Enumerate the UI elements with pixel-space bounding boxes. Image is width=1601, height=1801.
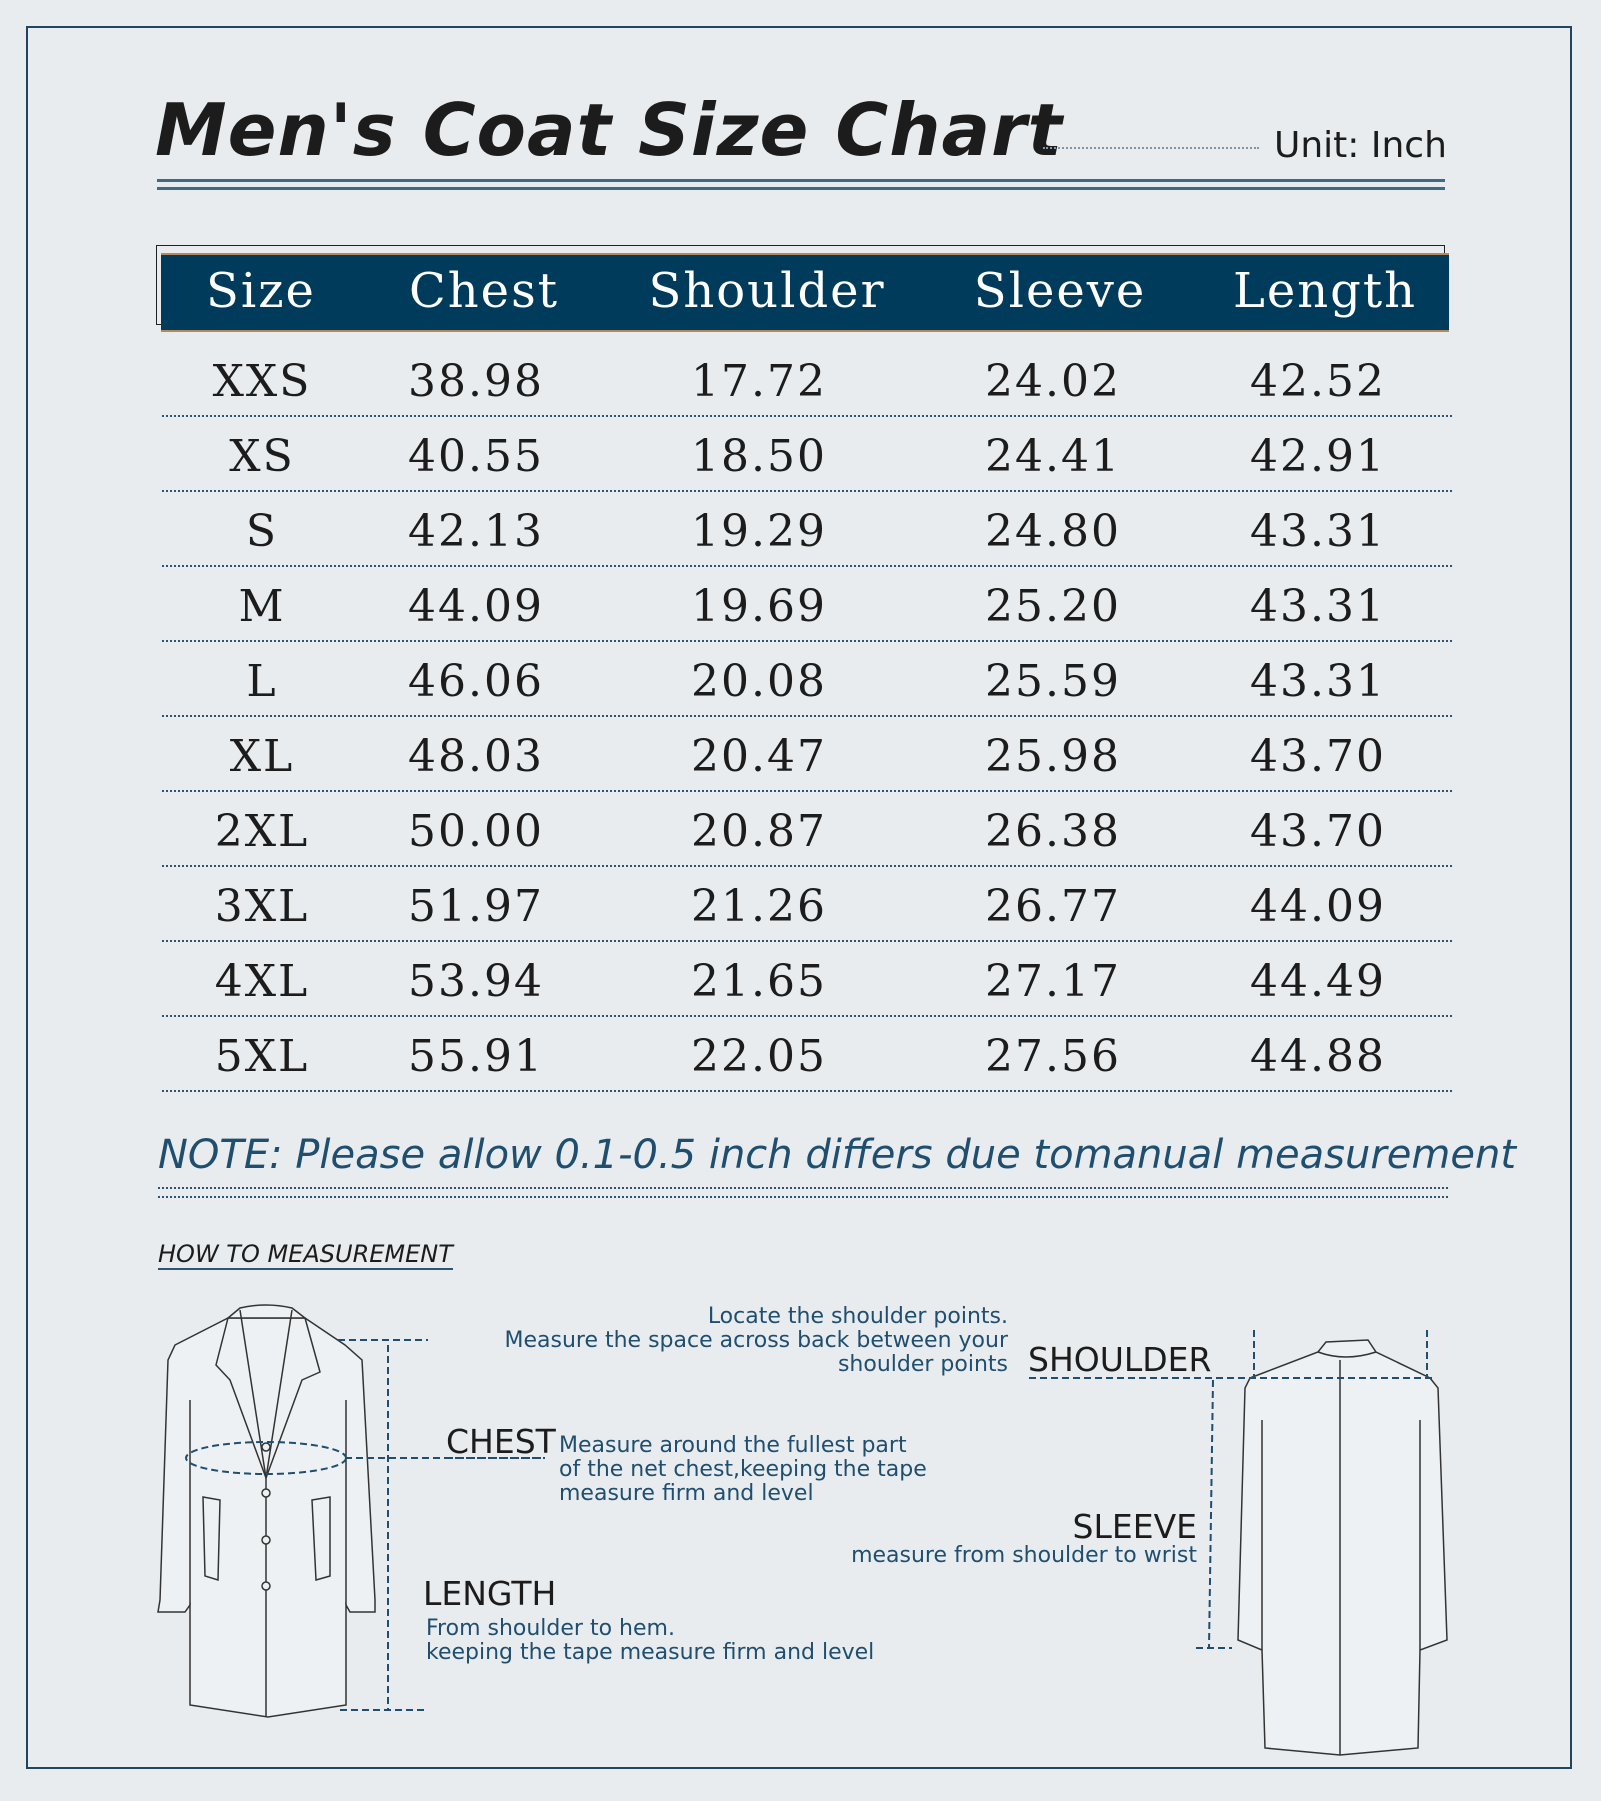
back-measure-guides xyxy=(446,1330,1432,1649)
cell-size: L xyxy=(246,656,278,707)
text-line: shoulder points xyxy=(837,1352,1008,1377)
text-line: measure firm and level xyxy=(559,1481,814,1506)
sleeve-label: SLEEVE xyxy=(1072,1507,1197,1546)
cell-chest: 53.94 xyxy=(408,956,544,1007)
cell-length: 43.31 xyxy=(1250,581,1386,632)
cell-chest: 50.00 xyxy=(408,806,544,857)
shoulder-description: Locate the shoulder points. Measure the … xyxy=(504,1305,1008,1377)
cell-chest: 46.06 xyxy=(408,656,544,707)
back-coat-illustration xyxy=(1237,1339,1448,1756)
cell-length: 44.88 xyxy=(1250,1031,1386,1082)
cell-sleeve: 24.80 xyxy=(985,506,1121,557)
table-row: 2XL 50.00 20.87 26.38 43.70 xyxy=(162,792,1452,867)
header-shoulder: Shoulder xyxy=(648,263,886,319)
cell-chest: 42.13 xyxy=(408,506,544,557)
cell-sleeve: 24.02 xyxy=(985,356,1121,407)
chest-label: CHEST xyxy=(446,1422,556,1461)
cell-shoulder: 20.47 xyxy=(691,731,827,782)
how-to-heading: HOW TO MEASUREMENT xyxy=(158,1240,453,1270)
sleeve-description: measure from shoulder to wrist xyxy=(851,1544,1197,1568)
cell-shoulder: 20.08 xyxy=(691,656,827,707)
cell-shoulder: 19.29 xyxy=(691,506,827,557)
cell-size: XL xyxy=(229,731,295,782)
table-header: Size Chest Shoulder Sleeve Length xyxy=(161,253,1449,332)
table-row: XS 40.55 18.50 24.41 42.91 xyxy=(162,417,1452,492)
title-rule-top xyxy=(157,179,1445,182)
cell-chest: 38.98 xyxy=(408,356,544,407)
length-label: LENGTH xyxy=(423,1574,557,1613)
cell-length: 44.09 xyxy=(1250,881,1386,932)
cell-length: 42.91 xyxy=(1250,431,1386,482)
cell-shoulder: 18.50 xyxy=(691,431,827,482)
cell-shoulder: 19.69 xyxy=(691,581,827,632)
cell-size: 2XL xyxy=(214,806,310,857)
cell-length: 44.49 xyxy=(1250,956,1386,1007)
header-sleeve: Sleeve xyxy=(973,263,1147,319)
cell-size: S xyxy=(245,506,279,557)
cell-length: 43.31 xyxy=(1250,656,1386,707)
text-line: keeping the tape measure firm and level xyxy=(426,1640,875,1665)
front-coat-illustration xyxy=(157,1304,376,1718)
header-length: Length xyxy=(1232,263,1418,319)
cell-chest: 51.97 xyxy=(408,881,544,932)
table-row: M 44.09 19.69 25.20 43.31 xyxy=(162,567,1452,642)
measurement-note: NOTE: Please allow 0.1-0.5 inch differs … xyxy=(158,1132,1517,1178)
cell-sleeve: 25.59 xyxy=(985,656,1121,707)
shoulder-label: SHOULDER xyxy=(1028,1340,1212,1379)
cell-sleeve: 26.77 xyxy=(985,881,1121,932)
unit-divider xyxy=(1043,147,1259,149)
unit-label: Unit: Inch xyxy=(1274,125,1447,166)
cell-size: 5XL xyxy=(214,1031,310,1082)
title-rule-bottom xyxy=(157,187,1445,190)
cell-size: 4XL xyxy=(214,956,310,1007)
header-size: Size xyxy=(206,263,316,319)
header-chest: Chest xyxy=(409,263,559,319)
table-row: XXS 38.98 17.72 24.02 42.52 xyxy=(162,342,1452,417)
text-line: of the net chest,keeping the tape xyxy=(559,1457,927,1482)
cell-sleeve: 26.38 xyxy=(985,806,1121,857)
cell-length: 42.52 xyxy=(1250,356,1386,407)
cell-shoulder: 22.05 xyxy=(691,1031,827,1082)
chest-description: Measure around the fullest part of the n… xyxy=(559,1434,927,1506)
cell-size: XXS xyxy=(212,356,312,407)
cell-size: XS xyxy=(229,431,295,482)
cell-chest: 55.91 xyxy=(408,1031,544,1082)
page-frame xyxy=(26,26,1572,1769)
cell-shoulder: 20.87 xyxy=(691,806,827,857)
table-row: XL 48.03 20.47 25.98 43.70 xyxy=(162,717,1452,792)
table-row: L 46.06 20.08 25.59 43.31 xyxy=(162,642,1452,717)
text-line: Measure the space across back between yo… xyxy=(504,1328,1008,1353)
text-line: Locate the shoulder points. xyxy=(707,1304,1008,1329)
table-row: 5XL 55.91 22.05 27.56 44.88 xyxy=(162,1017,1452,1092)
cell-sleeve: 27.56 xyxy=(985,1031,1121,1082)
table-row: 3XL 51.97 21.26 26.77 44.09 xyxy=(162,867,1452,942)
cell-shoulder: 21.26 xyxy=(691,881,827,932)
cell-length: 43.70 xyxy=(1250,806,1386,857)
note-divider-top xyxy=(158,1187,1448,1189)
page-title: Men's Coat Size Chart xyxy=(155,88,1064,172)
length-description: From shoulder to hem. keeping the tape m… xyxy=(426,1617,874,1665)
cell-sleeve: 27.17 xyxy=(985,956,1121,1007)
cell-length: 43.31 xyxy=(1250,506,1386,557)
cell-shoulder: 17.72 xyxy=(691,356,827,407)
front-measure-guides xyxy=(185,1339,545,1711)
table-row: S 42.13 19.29 24.80 43.31 xyxy=(162,492,1452,567)
cell-chest: 44.09 xyxy=(408,581,544,632)
text-line: measure from shoulder to wrist xyxy=(851,1543,1197,1568)
cell-size: M xyxy=(238,581,286,632)
cell-sleeve: 25.98 xyxy=(985,731,1121,782)
table-row: 4XL 53.94 21.65 27.17 44.49 xyxy=(162,942,1452,1017)
cell-sleeve: 24.41 xyxy=(985,431,1121,482)
note-divider-bottom xyxy=(158,1196,1448,1198)
cell-chest: 48.03 xyxy=(408,731,544,782)
cell-size: 3XL xyxy=(214,881,310,932)
cell-chest: 40.55 xyxy=(408,431,544,482)
cell-length: 43.70 xyxy=(1250,731,1386,782)
text-line: Measure around the fullest part xyxy=(559,1433,907,1458)
cell-sleeve: 25.20 xyxy=(985,581,1121,632)
text-line: From shoulder to hem. xyxy=(426,1616,675,1641)
cell-shoulder: 21.65 xyxy=(691,956,827,1007)
